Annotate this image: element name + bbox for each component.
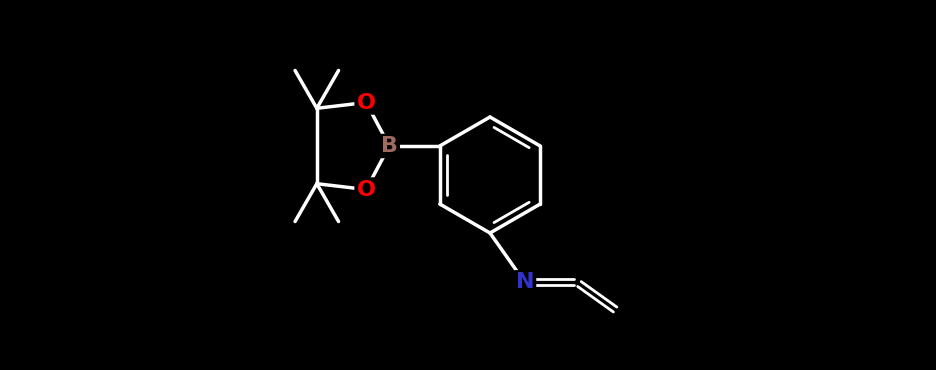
Text: O: O: [357, 92, 375, 112]
Text: B: B: [380, 136, 398, 156]
Text: O: O: [357, 179, 375, 199]
Text: N: N: [515, 272, 534, 292]
